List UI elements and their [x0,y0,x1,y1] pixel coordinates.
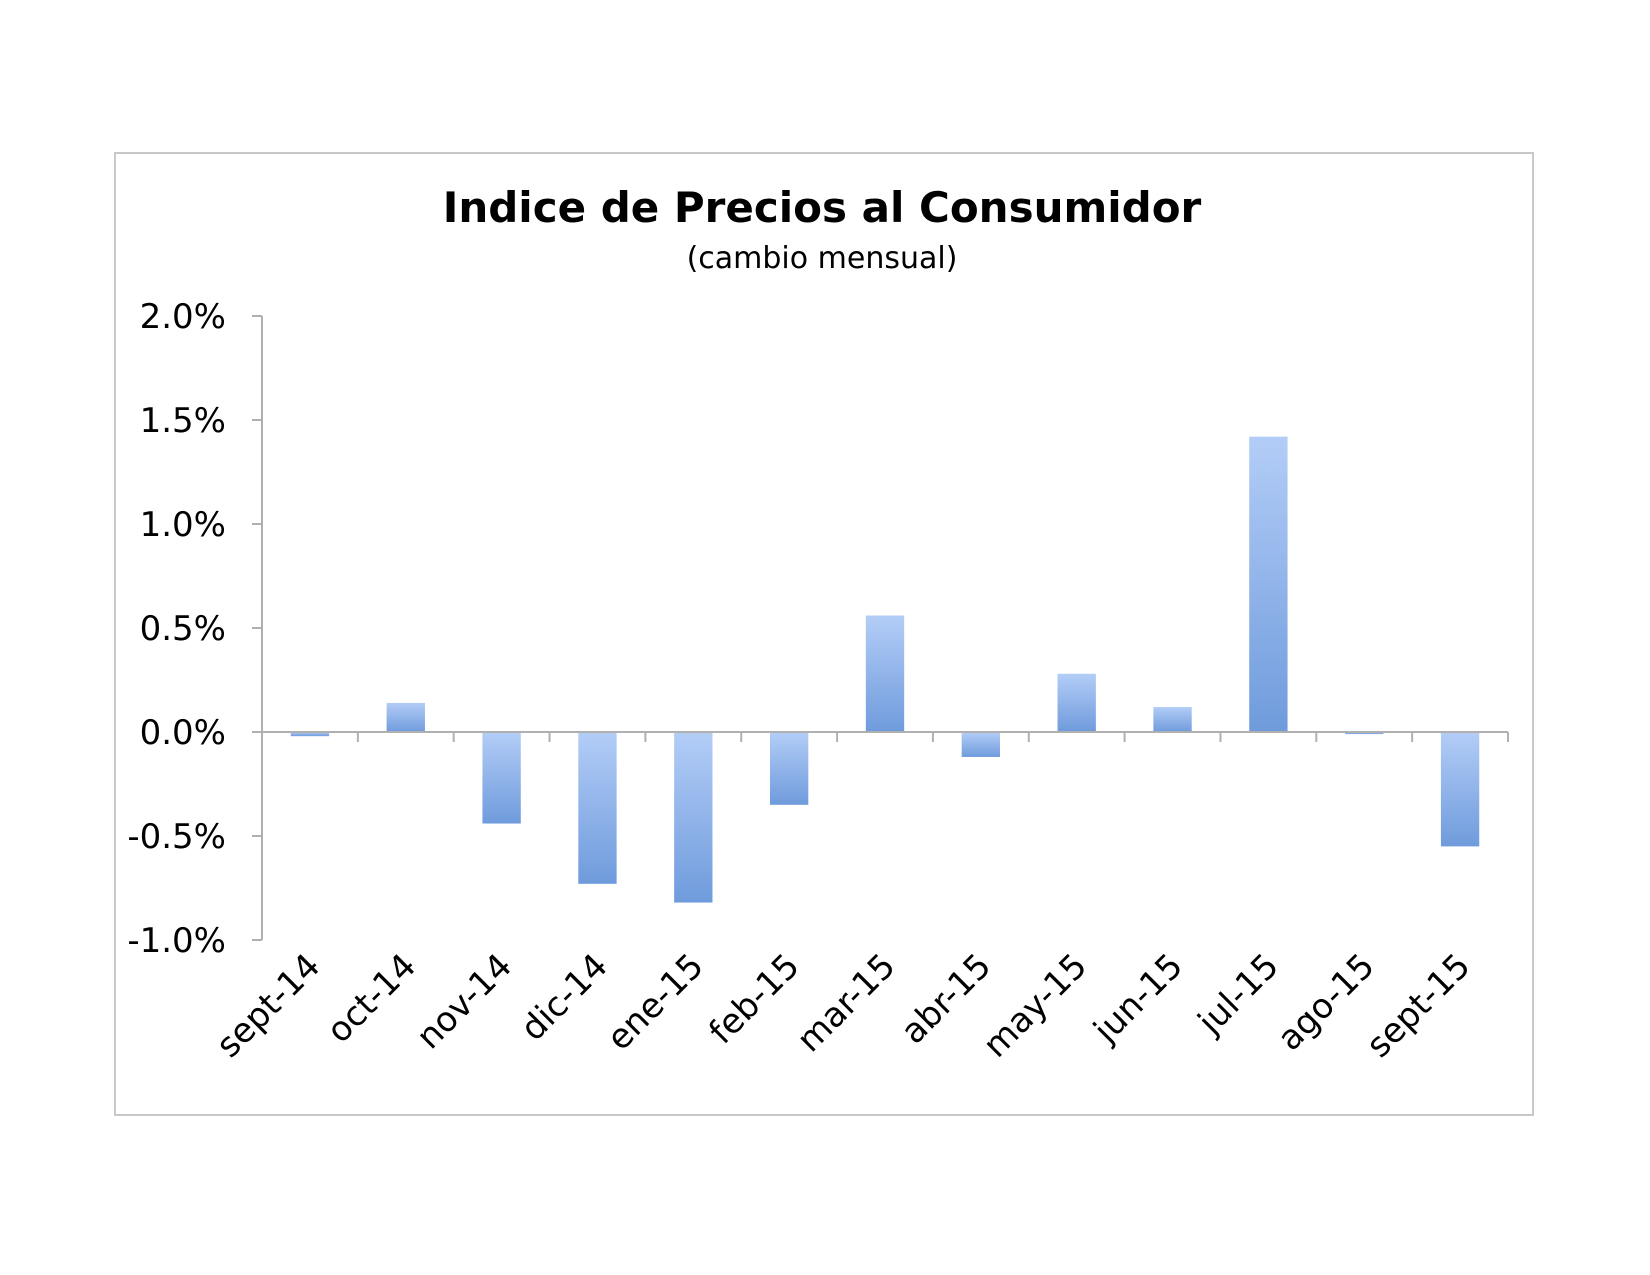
y-axis: 2.0% 1.5% 1.0% 0.5% 0.0% -0.5% -1.0% [127,297,263,961]
y-tick-label: 1.0% [140,505,226,545]
bar-mar-15 [865,615,905,732]
x-tick-label: dic-14 [513,946,616,1049]
bar-sept-14 [290,732,330,737]
bar-dic-14 [578,732,617,884]
bar-oct-14 [386,702,425,732]
y-tick-label: 2.0% [140,297,226,337]
bar-jun-15 [1153,707,1192,732]
y-tick-label: -0.5% [127,817,226,857]
bars [290,436,1480,903]
y-tick-label: 0.5% [140,609,226,649]
x-tick-label: sept-14 [209,946,329,1066]
bar-abr-15 [961,732,1001,757]
x-tick-label: oct-14 [319,946,424,1051]
bar-may-15 [1057,673,1096,732]
bar-ago-15 [1345,732,1384,735]
bar-nov-14 [482,732,521,824]
y-tick-label: -1.0% [127,921,226,961]
x-axis: sept-14oct-14nov-14dic-14ene-15feb-15mar… [209,731,1509,1066]
chart-frame [114,152,1534,1116]
x-tick-label: mar-15 [789,946,903,1060]
x-tick-label: sept-15 [1359,946,1479,1066]
x-tick-label: may-15 [976,946,1096,1066]
y-tick-label: 1.5% [140,401,226,441]
x-tick-label: ene-15 [599,946,711,1058]
bar-ene-15 [674,732,713,903]
bar-feb-15 [769,732,809,805]
y-tick-label: 0.0% [140,713,226,753]
bar-jul-15 [1249,436,1288,732]
x-tick-label: feb-15 [701,946,807,1052]
x-tick-label: nov-14 [409,946,520,1057]
chart-subtitle: (cambio mensual) [687,241,958,276]
bar-sept-15 [1440,732,1480,847]
chart-title: Indice de Precios al Consumidor [443,183,1202,232]
x-tick-label: jun-15 [1085,946,1190,1051]
